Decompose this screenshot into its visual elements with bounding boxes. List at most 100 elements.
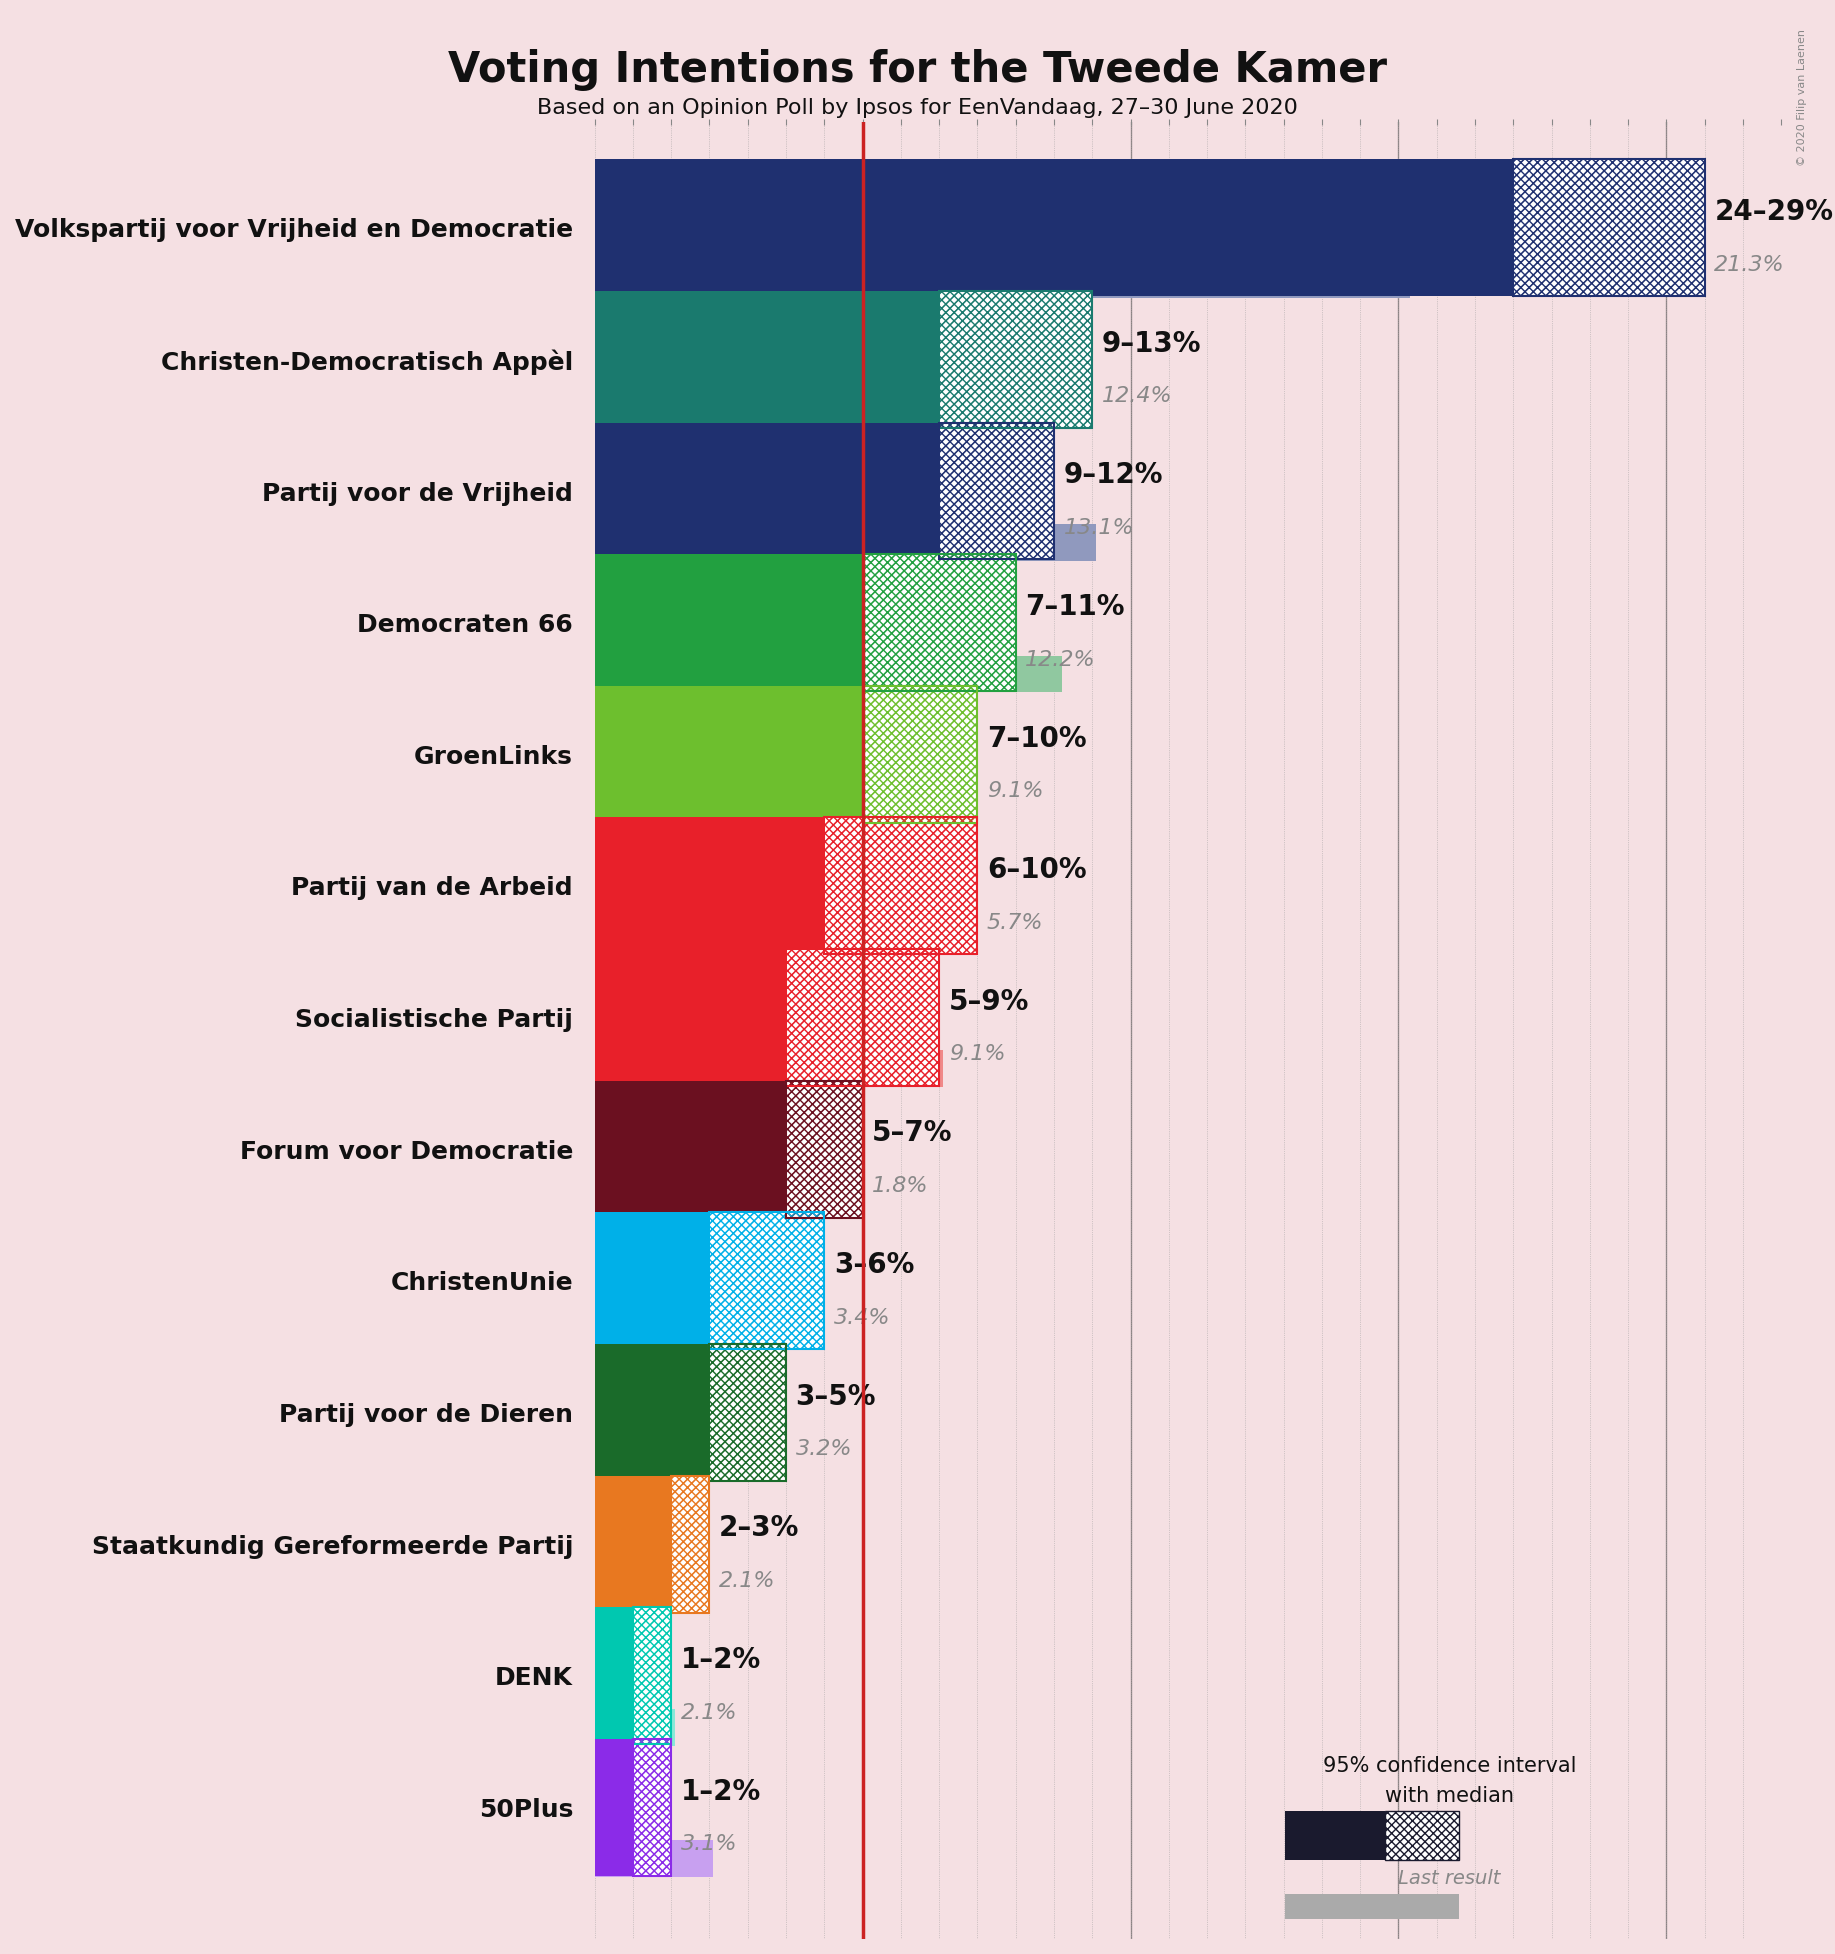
Bar: [940, 422, 1053, 559]
Bar: [862, 686, 978, 823]
Bar: [595, 1313, 725, 1350]
Text: 3.4%: 3.4%: [833, 1307, 890, 1327]
Bar: [710, 1344, 785, 1481]
Bar: [940, 291, 1092, 428]
Bar: [940, 291, 1092, 428]
Text: 1–2%: 1–2%: [681, 1645, 762, 1675]
Bar: [824, 817, 978, 954]
Bar: [595, 1182, 664, 1219]
Bar: [595, 1475, 672, 1612]
Text: 6–10%: 6–10%: [987, 856, 1086, 883]
Bar: [595, 291, 940, 428]
Bar: [595, 1608, 633, 1745]
Bar: [633, 1608, 672, 1745]
Text: Based on an Opinion Poll by Ipsos for EenVandaag, 27–30 June 2020: Based on an Opinion Poll by Ipsos for Ee…: [538, 98, 1297, 117]
Bar: [633, 1608, 672, 1745]
Text: Voting Intentions for the Tweede Kamer: Voting Intentions for the Tweede Kamer: [448, 49, 1387, 90]
Bar: [595, 817, 824, 954]
Bar: [1514, 160, 1705, 297]
Text: 9.1%: 9.1%: [987, 782, 1044, 801]
Bar: [595, 686, 862, 823]
Text: 2–3%: 2–3%: [719, 1514, 800, 1542]
Bar: [710, 1344, 785, 1481]
Bar: [633, 1739, 672, 1876]
Bar: [710, 1211, 824, 1350]
Text: 24–29%: 24–29%: [1714, 197, 1833, 227]
Bar: [862, 686, 978, 823]
Bar: [710, 1344, 785, 1481]
Bar: [633, 1608, 672, 1745]
Bar: [595, 1841, 714, 1878]
Bar: [940, 291, 1092, 428]
Bar: [595, 524, 1095, 561]
Text: 7–11%: 7–11%: [1026, 592, 1125, 621]
Bar: [785, 950, 940, 1086]
Bar: [785, 1081, 862, 1217]
Bar: [785, 950, 940, 1086]
Text: 3–6%: 3–6%: [833, 1251, 914, 1280]
Text: 2.1%: 2.1%: [719, 1571, 776, 1591]
Bar: [595, 1211, 710, 1350]
Text: 2.1%: 2.1%: [681, 1702, 738, 1723]
Bar: [940, 422, 1053, 559]
Text: 12.2%: 12.2%: [1026, 649, 1095, 670]
Text: Last result: Last result: [1398, 1868, 1501, 1888]
Text: 5.7%: 5.7%: [987, 913, 1044, 932]
Bar: [824, 817, 978, 954]
Text: 5–7%: 5–7%: [872, 1120, 952, 1147]
Bar: [595, 950, 785, 1086]
Bar: [595, 918, 813, 956]
Bar: [710, 1344, 785, 1481]
Bar: [595, 1708, 675, 1745]
Text: 3.2%: 3.2%: [796, 1440, 851, 1460]
Bar: [595, 657, 1062, 692]
Bar: [595, 1446, 717, 1483]
Text: 12.4%: 12.4%: [1101, 387, 1173, 406]
Text: 1–2%: 1–2%: [681, 1778, 762, 1805]
Text: 9–12%: 9–12%: [1064, 461, 1163, 488]
Bar: [633, 1739, 672, 1876]
Bar: [633, 1739, 672, 1876]
Bar: [940, 422, 1053, 559]
Bar: [633, 1739, 672, 1876]
Bar: [710, 1211, 824, 1350]
Bar: [862, 555, 1017, 692]
Bar: [672, 1475, 710, 1612]
Text: 95% confidence interval: 95% confidence interval: [1323, 1757, 1576, 1776]
Bar: [1514, 160, 1705, 297]
Text: 9–13%: 9–13%: [1101, 330, 1202, 358]
Bar: [595, 260, 1409, 297]
Bar: [595, 1051, 943, 1086]
Bar: [595, 787, 943, 825]
Bar: [862, 555, 1017, 692]
Bar: [785, 950, 940, 1086]
Bar: [940, 291, 1092, 428]
Bar: [785, 1081, 862, 1217]
Bar: [862, 686, 978, 823]
Bar: [595, 422, 940, 559]
Bar: [672, 1475, 710, 1612]
Bar: [940, 422, 1053, 559]
Bar: [672, 1475, 710, 1612]
Bar: [633, 1608, 672, 1745]
Text: with median: with median: [1385, 1786, 1514, 1805]
Text: 3–5%: 3–5%: [796, 1383, 875, 1411]
Bar: [824, 817, 978, 954]
Bar: [595, 1577, 675, 1614]
Text: 3.1%: 3.1%: [681, 1835, 738, 1854]
Text: 7–10%: 7–10%: [987, 725, 1086, 752]
Bar: [595, 1081, 785, 1217]
Bar: [824, 817, 978, 954]
Bar: [595, 160, 1514, 297]
Text: © 2020 Filip van Laenen: © 2020 Filip van Laenen: [1798, 29, 1807, 166]
Text: 5–9%: 5–9%: [949, 989, 1029, 1016]
Bar: [672, 1475, 710, 1612]
Bar: [862, 555, 1017, 692]
Bar: [595, 1739, 633, 1876]
Bar: [785, 1081, 862, 1217]
Bar: [595, 555, 862, 692]
Bar: [1514, 160, 1705, 297]
Bar: [595, 393, 1070, 430]
Text: 1.8%: 1.8%: [872, 1176, 929, 1196]
Bar: [595, 1344, 710, 1481]
